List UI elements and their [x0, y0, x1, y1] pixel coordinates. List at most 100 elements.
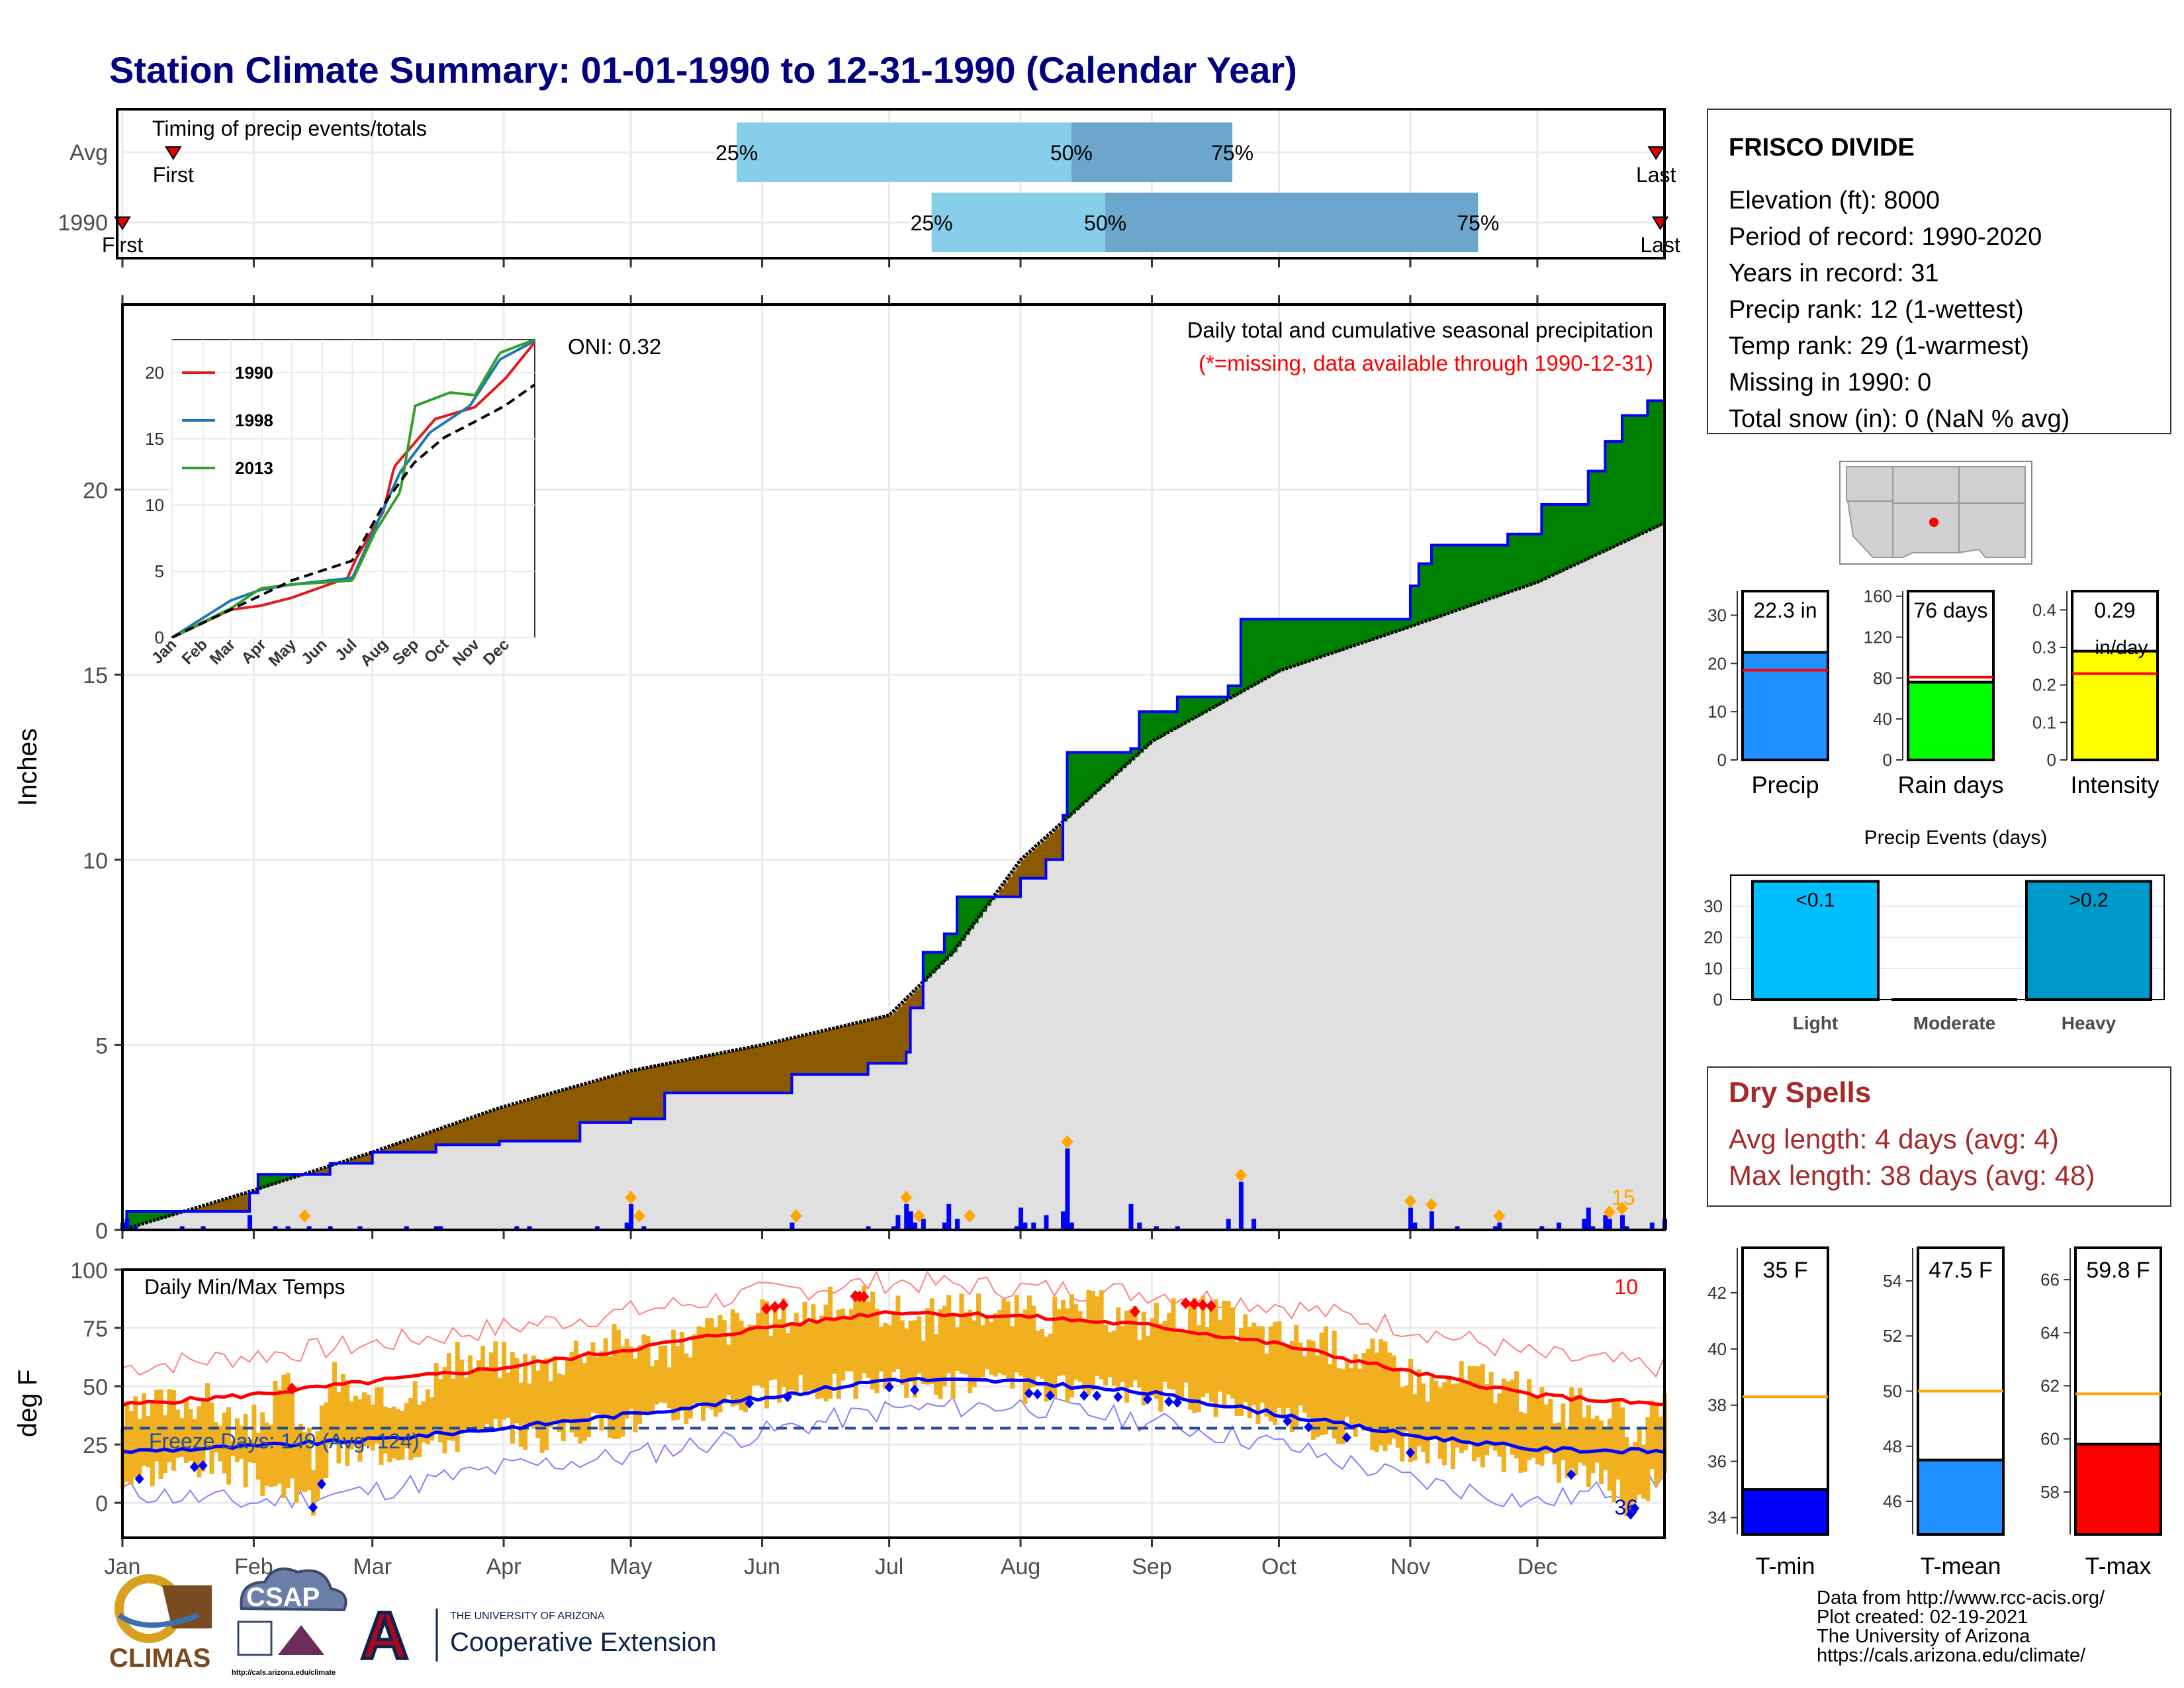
timing-border [116, 108, 1666, 259]
dry-deficit-area [838, 1027, 843, 1075]
daily-temp-bar [739, 1321, 744, 1411]
daily-temp-bar [878, 1326, 884, 1372]
dry-deficit-area [546, 1094, 551, 1141]
y-tick-label: 0 [1717, 750, 1727, 770]
quartile-label: 50% [1050, 141, 1093, 165]
record-low-marker [745, 1397, 754, 1409]
dry-deficit-area [728, 1051, 733, 1094]
dry-deficit-area [525, 1100, 530, 1141]
dry-deficit-area [504, 1106, 509, 1141]
daily-temp-bar [1061, 1299, 1066, 1376]
dry-deficit-area [758, 1045, 763, 1094]
daily-temp-bar [1001, 1299, 1007, 1376]
quartile-label: 25% [911, 211, 953, 235]
wet-surplus-area [271, 1174, 276, 1185]
wet-surplus-area [1563, 504, 1568, 571]
inset-y-tick-label: 5 [155, 561, 164, 581]
daily-precip-bar [1492, 1226, 1498, 1230]
daily-temp-bar [573, 1340, 578, 1437]
wet-surplus-area [1304, 619, 1309, 663]
daily-temp-bar [950, 1315, 956, 1399]
dry-deficit-area [313, 1171, 318, 1175]
daily-temp-bar [1095, 1296, 1100, 1376]
wet-surplus-area [1261, 619, 1267, 680]
temp-border [121, 1268, 1666, 1539]
wet-surplus-area [1160, 712, 1165, 737]
wet-surplus-area [1418, 563, 1424, 624]
dry-deficit-area [1016, 865, 1021, 897]
daily-precip-bar [1128, 1203, 1134, 1230]
wet-surplus-area [1109, 752, 1115, 780]
daily-temp-bar [963, 1312, 968, 1375]
daily-temp-bar [1226, 1301, 1231, 1395]
wet-surplus-area [1296, 619, 1301, 665]
wet-surplus-area [1469, 545, 1475, 606]
record-high-marker [858, 1290, 870, 1303]
y-tick-label: 0 [95, 1219, 108, 1244]
wet-surplus-area [1444, 545, 1449, 615]
dry-deficit-area [241, 1194, 246, 1212]
wet-surplus-area [1092, 752, 1097, 795]
dry-deficit-area [469, 1118, 475, 1145]
daily-temp-bar [1433, 1381, 1439, 1438]
wet-surplus-area [1211, 696, 1216, 709]
daily-temp-bar [1624, 1437, 1629, 1517]
temp-bar [2074, 1442, 2162, 1536]
station-line: Total snow (in): 0 (NaN % avg) [1729, 405, 2070, 433]
dry-deficit-area [876, 1018, 882, 1064]
daily-temp-bar [353, 1395, 359, 1446]
daily-temp-bar [1471, 1366, 1477, 1462]
dry-deficit-area [999, 888, 1005, 897]
dry-deficit-area [829, 1029, 835, 1075]
daily-temp-bar [603, 1338, 608, 1415]
dry-deficit-area [698, 1057, 704, 1094]
wet-surplus-area [257, 1174, 263, 1189]
observed-cumulative-line [122, 399, 1666, 1231]
daily-temp-bar [1167, 1313, 1172, 1389]
daily-temp-bar [1154, 1302, 1159, 1399]
quartile-label: 50% [1084, 211, 1126, 235]
dry-deficit-area [834, 1028, 839, 1075]
daily-temp-bar [1437, 1387, 1443, 1459]
wet-surplus-area [1236, 685, 1242, 695]
daily-temp-bar [768, 1335, 774, 1381]
wet-surplus-area [1164, 712, 1169, 735]
wet-surplus-area [1520, 534, 1525, 588]
dry-deficit-area [215, 1201, 220, 1212]
event-bar-label: <0.1 [1796, 889, 1835, 911]
daily-temp-bar [1222, 1300, 1227, 1407]
wet-surplus-area [1499, 545, 1504, 596]
daily-temp-bar [1506, 1381, 1511, 1446]
daily-temp-bar [692, 1334, 698, 1404]
dry-deficit-area [897, 1006, 903, 1064]
daily-temp-bar [171, 1390, 176, 1471]
daily-temp-bar [1183, 1332, 1189, 1383]
daily-temp-bar [942, 1305, 947, 1387]
daily-temp-bar [832, 1317, 837, 1374]
daily-temp-bar [154, 1389, 159, 1462]
daily-temp-bar [823, 1304, 829, 1402]
daily-precip-bar [179, 1226, 185, 1230]
station-info-box: FRISCO DIVIDE Elevation (ft): 8000 Perio… [1707, 109, 2171, 434]
daily-temp-bar [615, 1329, 621, 1439]
station-line: Temp rank: 29 (1-warmest) [1729, 332, 2029, 360]
wet-surplus-area [1609, 441, 1614, 549]
wet-surplus-area [1524, 534, 1529, 587]
dry-spells-box: Dry Spells Avg length: 4 days (avg: 4) M… [1707, 1066, 2171, 1207]
wet-surplus-area [1317, 619, 1322, 659]
daily-temp-bar [1268, 1326, 1273, 1422]
dry-deficit-area [347, 1160, 352, 1164]
wet-surplus-area [1592, 471, 1598, 557]
dry-deficit-area [432, 1131, 437, 1152]
daily-temp-bar [1247, 1327, 1252, 1419]
avg-cumulative-area [122, 522, 1664, 1230]
wet-surplus-area [1372, 619, 1377, 639]
daily-temp-bar [548, 1381, 553, 1428]
wet-surplus-area [974, 896, 979, 923]
daily-temp-bar [451, 1378, 456, 1441]
daily-temp-bar [917, 1316, 922, 1374]
daily-precip-bar [124, 1219, 130, 1230]
wet-surplus-area [1079, 752, 1085, 806]
wet-surplus-area [169, 1211, 174, 1216]
daily-temp-bar [1365, 1348, 1371, 1430]
